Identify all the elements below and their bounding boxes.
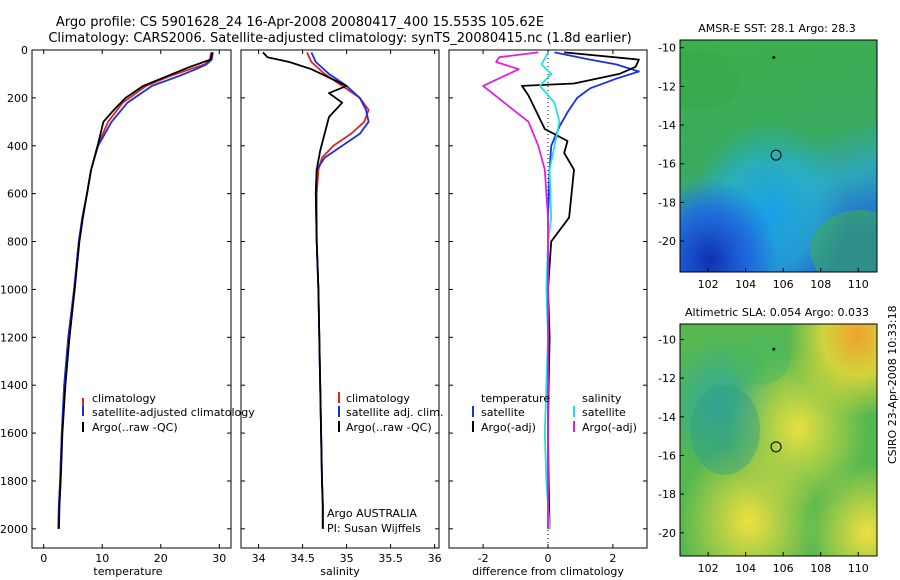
map-x-tick-label: 104 [735, 562, 756, 575]
x-tick-label: 35 [340, 552, 354, 565]
sla-map-image [680, 324, 877, 556]
argo-position-marker [770, 149, 782, 161]
difference-xlabel: difference from climatology [472, 565, 624, 578]
sst-map-markers: 102 104 106 108 110 -10 -12 -14 -16 -18 -20 [658, 42, 869, 291]
legend-heading-salinity: salinity [582, 392, 622, 405]
x-tick-label: 0 [40, 552, 47, 565]
legend-label-climatology: climatology [92, 392, 156, 405]
y-tick-label: 800 [7, 236, 28, 249]
map-x-tick-label: 102 [698, 562, 719, 575]
temperature-legend: climatology satellite-adjusted climatolo… [82, 392, 255, 434]
track-dot-marker [772, 347, 776, 351]
panel-1: 34 34.5 35 35.5 36 [241, 49, 442, 565]
x-tick-label: 0 [545, 552, 552, 565]
x-tick-label: 30 [212, 552, 226, 565]
map-x-tick-label: 106 [773, 278, 794, 291]
x-tick-label: 35.5 [378, 552, 403, 565]
legend-label-argo: Argo(..raw -QC) [92, 421, 178, 434]
x-tick-label: 2 [609, 552, 616, 565]
y-tick-label: 600 [7, 188, 28, 201]
pi-annotation: PI: Susan Wijffels [327, 522, 421, 535]
map-y-tick-label: -20 [658, 527, 676, 540]
map-y-tick-label: -10 [658, 333, 676, 346]
series-line-argo-raw-qc- [262, 51, 348, 529]
panel-0: 0 10 20 30 0 200 400 600 800 1000 1200 1400 1600 1800… [0, 44, 231, 565]
y-tick-label: 1800 [0, 475, 28, 488]
legend-label-climatology: climatology [346, 392, 410, 405]
institution-annotation: Argo AUSTRALIA [327, 507, 417, 520]
map-x-tick-label: 106 [773, 562, 794, 575]
credit-label: CSIRO 23-Apr-2008 10:33:18 [886, 305, 899, 464]
map-y-tick-label: -14 [658, 411, 676, 424]
y-tick-label: 400 [7, 140, 28, 153]
salinity-axes [240, 49, 440, 549]
x-tick-label: -2 [478, 552, 489, 565]
series-line-salinity-satellite [539, 51, 561, 529]
y-tick-label: 1600 [0, 427, 28, 440]
legend-label-sal-satellite: satellite [582, 406, 626, 419]
sst-map-image [680, 40, 877, 272]
map-y-tick-label: -18 [658, 488, 676, 501]
salinity-legend: climatology satellite adj. clim. Argo(..… [338, 392, 443, 434]
x-tick-label: 34 [252, 552, 266, 565]
legend-label-argo: Argo(..raw -QC) [346, 421, 432, 434]
y-tick-label: 1200 [0, 331, 28, 344]
y-tick-label: 0 [21, 44, 28, 57]
series-line-salinity-argo-adj- [482, 51, 549, 529]
x-tick-label: 36 [428, 552, 442, 565]
legend-label-satellite-adjusted: satellite-adjusted climatology [92, 406, 255, 419]
map-x-tick-label: 110 [848, 562, 869, 575]
map-y-tick-label: -12 [658, 80, 676, 93]
y-tick-label: 1400 [0, 379, 28, 392]
sla-map-title: Altimetric SLA: 0.054 Argo: 0.033 [685, 306, 869, 319]
temperature-xlabel: temperature [93, 565, 162, 578]
legend-heading-temperature: temperature [481, 392, 550, 405]
map-y-tick-label: -14 [658, 119, 676, 132]
figure-title-line1: Argo profile: CS 5901628_24 16-Apr-2008 … [56, 15, 544, 30]
panel-2: -2 0 2 [449, 49, 647, 565]
map-y-tick-label: -16 [658, 158, 676, 171]
legend-label-temp-satellite: satellite [481, 406, 525, 419]
x-tick-label: 10 [95, 552, 109, 565]
track-dot-marker [772, 55, 776, 59]
sla-map-markers: 102 104 106 108 110 -10 -12 -14 -16 -18 -20 [658, 333, 869, 575]
legend-label-satellite-adj: satellite adj. clim. [346, 406, 443, 419]
y-tick-label: 1000 [0, 283, 28, 296]
map-x-tick-label: 108 [810, 278, 831, 291]
sst-map-frame [679, 39, 878, 273]
y-tick-label: 2000 [0, 523, 28, 536]
argo-position-marker [770, 441, 782, 453]
x-tick-label: 20 [154, 552, 168, 565]
sla-map-frame [679, 323, 878, 557]
map-y-tick-label: -20 [658, 235, 676, 248]
difference-legend: temperature satellite Argo(-adj) salinit… [472, 392, 637, 434]
sst-map-title: AMSR-E SST: 28.1 Argo: 28.3 [698, 22, 856, 35]
map-x-tick-label: 108 [810, 562, 831, 575]
map-y-tick-label: -16 [658, 449, 676, 462]
y-tick-label: 200 [7, 92, 28, 105]
map-x-tick-label: 110 [848, 278, 869, 291]
legend-label-temp-argo: Argo(-adj) [481, 421, 536, 434]
legend-label-sal-argo: Argo(-adj) [582, 421, 637, 434]
figure-title-line2: Climatology: CARS2006. Satellite-adjuste… [48, 31, 631, 46]
series-line-argo-raw-qc- [58, 52, 214, 529]
map-x-tick-label: 102 [698, 278, 719, 291]
map-x-tick-label: 104 [735, 278, 756, 291]
map-y-tick-label: -10 [658, 42, 676, 55]
profile-plots: 0 10 20 30020040060080010001200140016001800… [0, 44, 647, 565]
map-y-tick-label: -12 [658, 372, 676, 385]
temperature-axes [31, 49, 232, 549]
map-y-tick-label: -18 [658, 196, 676, 209]
x-tick-label: 34.5 [290, 552, 315, 565]
salinity-xlabel: salinity [320, 565, 360, 578]
